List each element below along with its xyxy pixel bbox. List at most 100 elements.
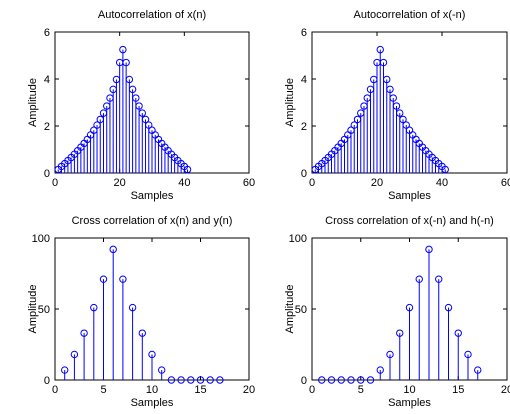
stem-marker: [148, 350, 156, 359]
stem-marker: [145, 121, 153, 129]
x-tick-label: 20: [371, 177, 383, 189]
y-axis-label: Amplitude: [27, 78, 39, 127]
chart-1: 0 20 40 60 0 2 4 6 Autocorrelation of x(n) Sample…: [27, 9, 255, 202]
chart-2: 0 20 40 60 0 2 4 6 Autocorrelation of x(-n) Sampl…: [284, 9, 510, 202]
stem-marker: [135, 102, 143, 110]
stem-marker: [347, 376, 355, 384]
y-tick-label: 6: [301, 27, 307, 39]
stem-marker: [119, 275, 127, 283]
y-tick-label: 4: [44, 74, 50, 86]
stem-marker: [206, 376, 214, 384]
stem-marker: [337, 376, 345, 384]
stem-marker: [376, 45, 384, 54]
x-tick-label: 5: [100, 384, 106, 396]
stem-marker: [60, 366, 69, 374]
stem-marker: [402, 121, 410, 129]
y-tick-label: 0: [301, 168, 307, 180]
stem-marker: [99, 275, 108, 283]
stem-marker: [444, 303, 453, 312]
stem-marker: [125, 75, 134, 84]
chart-title: Autocorrelation of x(n): [98, 9, 206, 21]
stem-marker: [386, 350, 394, 359]
y-tick-label: 100: [32, 233, 50, 245]
x-tick-label: 20: [243, 384, 255, 396]
stem-marker: [379, 58, 388, 67]
stem-marker: [128, 85, 137, 94]
stem-marker: [464, 350, 472, 359]
stem-marker: [386, 85, 394, 94]
x-tick-label: 15: [194, 384, 206, 396]
y-tick-label: 2: [44, 121, 50, 133]
stem-marker: [357, 376, 365, 384]
stem-marker: [70, 350, 79, 359]
stem-marker: [167, 376, 176, 384]
x-axis-label: Samples: [388, 397, 431, 409]
stem-marker: [196, 376, 205, 384]
y-tick-label: 4: [301, 74, 307, 86]
x-tick-label: 10: [403, 384, 415, 396]
stem-marker: [435, 275, 443, 283]
y-tick-label: 100: [289, 233, 307, 245]
x-axis-label: Samples: [388, 190, 431, 202]
stem-marker: [454, 329, 462, 337]
stem-marker: [415, 275, 423, 283]
x-axis-label: Samples: [131, 190, 174, 202]
x-tick-label: 15: [452, 384, 464, 396]
x-tick-label: 40: [436, 177, 448, 189]
y-tick-label: 50: [38, 304, 50, 316]
y-tick-label: 2: [301, 121, 307, 133]
stem-marker: [216, 376, 224, 384]
stem-marker: [366, 376, 375, 384]
stem-marker: [80, 329, 88, 337]
y-axis-label: Amplitude: [27, 285, 39, 334]
y-axis-label: Amplitude: [284, 285, 296, 334]
y-tick-label: 0: [44, 168, 50, 180]
stem-marker: [119, 45, 127, 54]
stem-marker: [399, 115, 407, 124]
stem-marker: [474, 366, 482, 374]
stem-marker: [158, 366, 166, 374]
stem-marker: [318, 376, 326, 384]
stem-marker: [122, 58, 130, 67]
x-tick-label: 5: [358, 384, 364, 396]
stem-marker: [389, 94, 397, 102]
stem-marker: [425, 245, 433, 254]
x-tick-label: 20: [501, 384, 510, 396]
stem-marker: [183, 165, 192, 174]
x-tick-label: 0: [309, 177, 315, 189]
y-tick-label: 6: [44, 27, 50, 39]
stem-marker: [90, 303, 98, 312]
x-axis-label: Samples: [131, 397, 174, 409]
x-tick-label: 10: [146, 384, 158, 396]
stem-marker: [138, 109, 147, 117]
stem-marker: [396, 109, 404, 117]
stem-marker: [187, 376, 195, 384]
chart-title: Autocorrelation of x(-n): [354, 9, 466, 21]
stem-marker: [141, 115, 150, 124]
x-tick-label: 60: [243, 177, 255, 189]
stem-marker: [177, 376, 185, 384]
y-tick-label: 0: [44, 375, 50, 387]
stem-marker: [441, 165, 449, 174]
stem-marker: [128, 303, 137, 312]
stem-marker: [383, 75, 391, 84]
stem-marker: [396, 329, 404, 337]
x-tick-label: 0: [309, 384, 315, 396]
stem-marker: [376, 366, 384, 374]
chart-3: 0 5 10 15 20 0 50 100 Cross correlation of x(n) …: [27, 215, 255, 409]
chart-title: Cross correlation of x(-n) and h(-n): [325, 215, 494, 227]
stem-marker: [138, 329, 147, 337]
x-tick-label: 0: [52, 384, 58, 396]
stem-marker: [405, 303, 414, 312]
chart-title: Cross correlation of x(n) and y(n): [72, 215, 233, 227]
y-tick-label: 50: [295, 304, 307, 316]
chart-4: 0 5 10 15 20 0 50 100 Cross correlation of x(-n)…: [284, 215, 510, 409]
y-axis-label: Amplitude: [284, 78, 296, 127]
x-tick-label: 60: [501, 177, 510, 189]
stem-marker: [392, 102, 401, 110]
x-tick-label: 40: [178, 177, 190, 189]
stem-marker: [327, 376, 336, 384]
x-tick-label: 0: [52, 177, 58, 189]
stem-marker: [109, 245, 117, 254]
